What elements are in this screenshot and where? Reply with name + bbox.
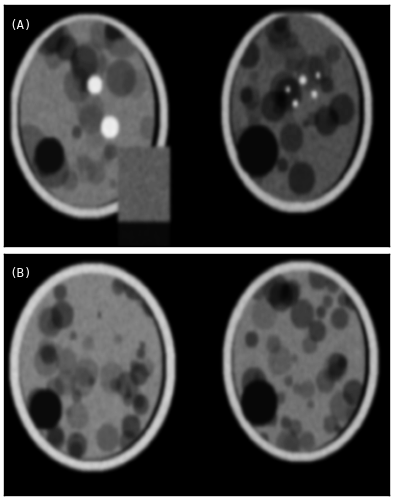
Text: (B): (B): [10, 268, 32, 280]
Text: (A): (A): [10, 18, 32, 32]
